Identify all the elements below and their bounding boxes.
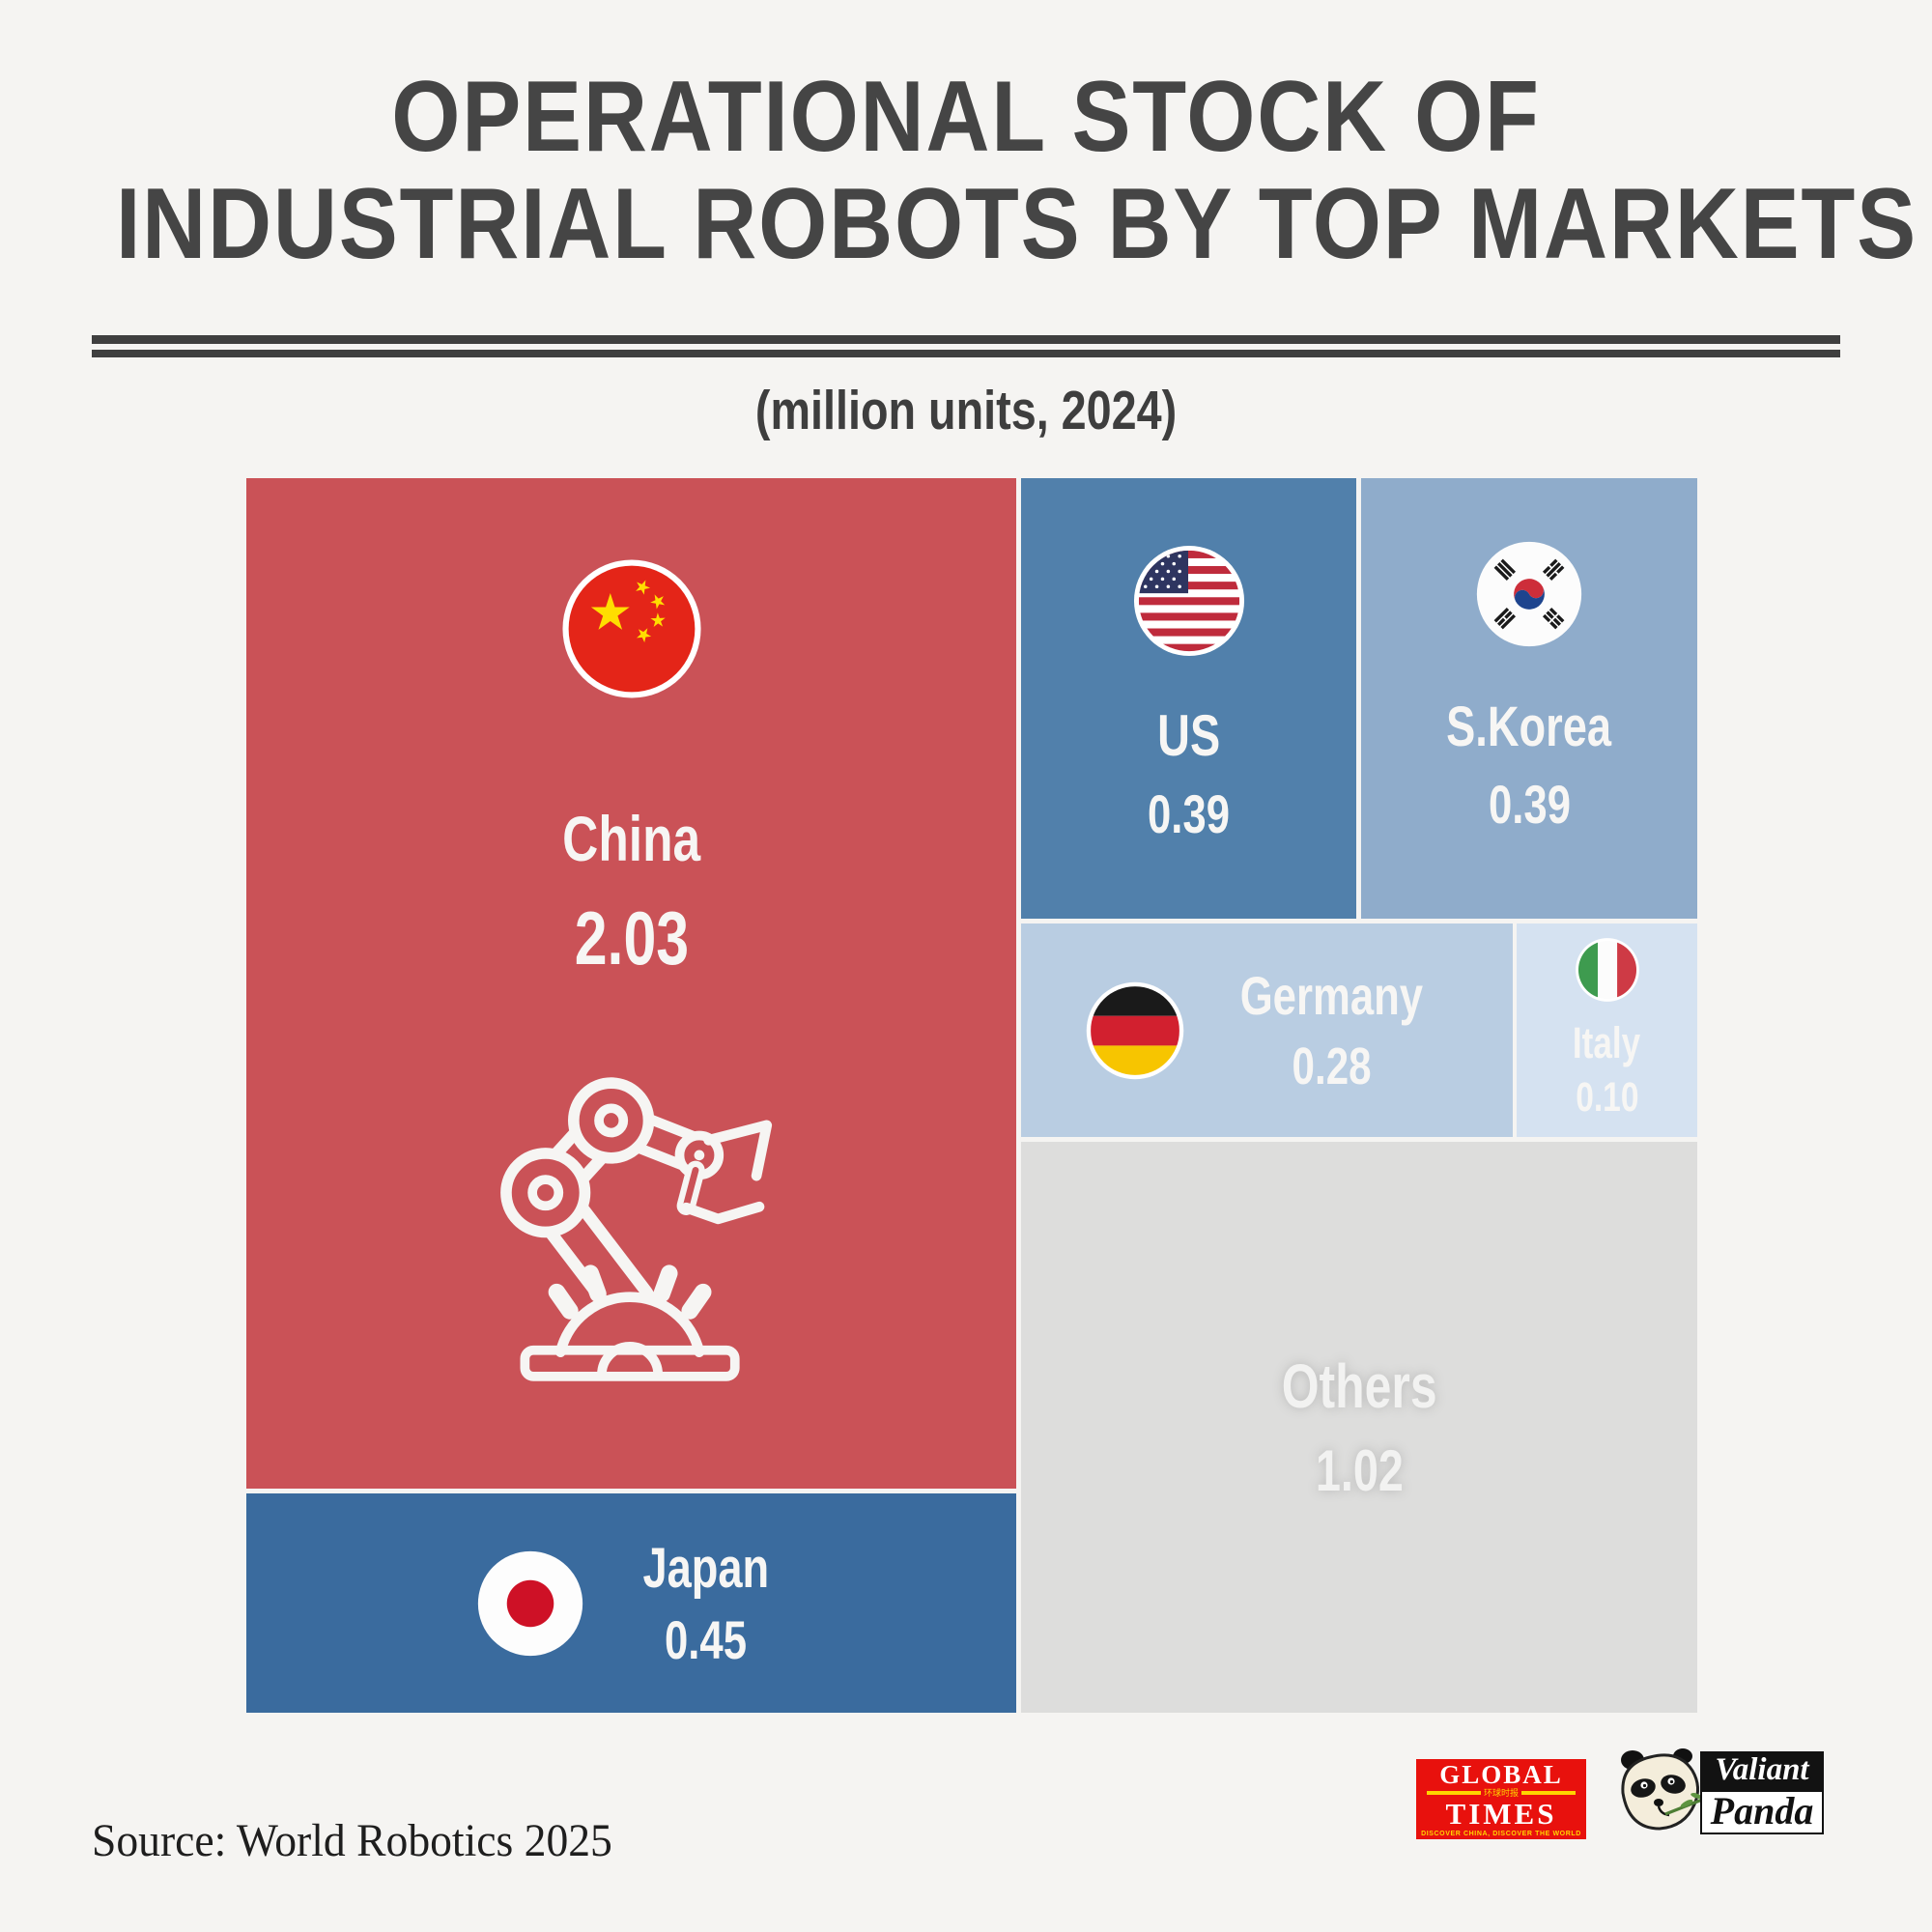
page-title-line2: INDUSTRIAL ROBOTS BY TOP MARKETS [116,168,1918,281]
germany-text: Germany 0.28 [1214,964,1449,1096]
treemap-block-italy: Italy 0.10 [1517,923,1697,1137]
country-value: 0.28 [1292,1037,1372,1095]
country-value: 2.03 [574,895,689,980]
others-value: 1.02 [1315,1438,1404,1503]
others-label: Others [1281,1351,1437,1421]
yellow-bar-left [1426,1791,1481,1795]
global-times-tagline: DISCOVER CHINA, DISCOVER THE WORLD [1421,1830,1581,1837]
country-label: Germany [1239,965,1424,1026]
valiant-label: Valiant [1700,1751,1824,1790]
country-label: US [1156,703,1221,768]
country-label: Italy [1573,1018,1641,1067]
us-flag-icon [1133,545,1244,657]
country-label: S.Korea [1446,696,1612,758]
title-divider-bottom [92,350,1840,357]
treemap-block-germany: Germany 0.28 [1021,923,1513,1137]
country-value: 0.45 [664,1608,747,1670]
country-value: 0.39 [1488,774,1571,835]
global-times-logo: GLOBAL 环球时报 TIMES DISCOVER CHINA, DISCOV… [1416,1759,1586,1839]
panda-icon [1621,1748,1703,1831]
japan-flag-icon [477,1550,582,1656]
japan-text: Japan 0.45 [625,1536,787,1671]
treemap-block-others: Others 1.02 [1021,1142,1697,1713]
country-label: China [561,803,701,874]
title-divider-top [92,335,1840,344]
treemap-block-skorea: S.Korea 0.39 [1361,478,1697,919]
treemap-block-china: China 2.03 [246,478,1016,1489]
global-times-chinese-name: 环球时报 [1484,1787,1520,1798]
valiant-panda-text: Valiant Panda [1700,1751,1824,1834]
germany-flag-icon [1086,981,1184,1079]
china-flag-icon [561,559,701,698]
country-value: 0.10 [1575,1074,1639,1121]
page-title-line1: OPERATIONAL STOCK OF [391,61,1541,173]
global-times-word-global: GLOBAL [1439,1759,1563,1789]
treemap-block-japan: Japan 0.45 [246,1493,1016,1713]
global-times-word-times: TIMES [1445,1796,1557,1831]
industrial-robot-arm-icon [499,1077,772,1381]
page-title: OPERATIONAL STOCK OF INDUSTRIAL ROBOTS B… [0,61,1932,281]
chart-subtitle: (million units, 2024) [754,380,1178,441]
valiant-panda-logo: Valiant Panda [1611,1745,1824,1841]
panda-label: Panda [1700,1790,1824,1834]
south-korea-flag-icon [1476,541,1582,647]
yellow-bar-right [1521,1791,1577,1795]
treemap-block-us: US 0.39 [1021,478,1356,919]
country-value: 0.39 [1147,783,1231,844]
global-times-divider: 环球时报 [1426,1787,1577,1798]
source-note: Source: World Robotics 2025 [92,1815,612,1866]
country-label: Japan [642,1536,769,1600]
italy-flag-icon [1575,938,1639,1002]
